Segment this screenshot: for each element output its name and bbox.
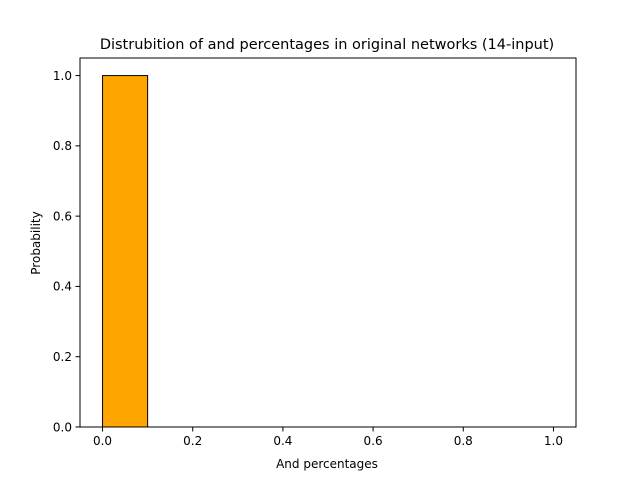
y-axis-label: Probability xyxy=(29,211,43,274)
y-tick-label-1: 0.2 xyxy=(53,350,72,364)
plot-area: 0.0 0.2 0.4 0.6 0.8 1.0 0.0 0.2 0.4 0.6 0.8 1.0 xyxy=(53,57,577,448)
chart-title: Distrubition of and percentages in origi… xyxy=(100,37,554,53)
y-tick-label-0: 0.0 xyxy=(53,420,72,434)
x-tick-label-3: 0.6 xyxy=(364,434,383,448)
x-tick-label-0: 0.0 xyxy=(93,434,112,448)
x-tick-label-4: 0.8 xyxy=(454,434,473,448)
y-tick-label-5: 1.0 xyxy=(53,69,72,83)
axes-frame xyxy=(79,57,577,428)
x-axis-label: And percentages xyxy=(276,457,378,471)
y-tick-label-2: 0.4 xyxy=(53,280,72,294)
x-tick-label-5: 1.0 xyxy=(544,434,563,448)
y-tick-label-4: 0.8 xyxy=(53,139,72,153)
histogram-bar-0 xyxy=(102,75,149,428)
y-tick-label-3: 0.6 xyxy=(53,209,72,223)
x-tick-label-1: 0.2 xyxy=(183,434,202,448)
x-tick-label-2: 0.4 xyxy=(273,434,292,448)
